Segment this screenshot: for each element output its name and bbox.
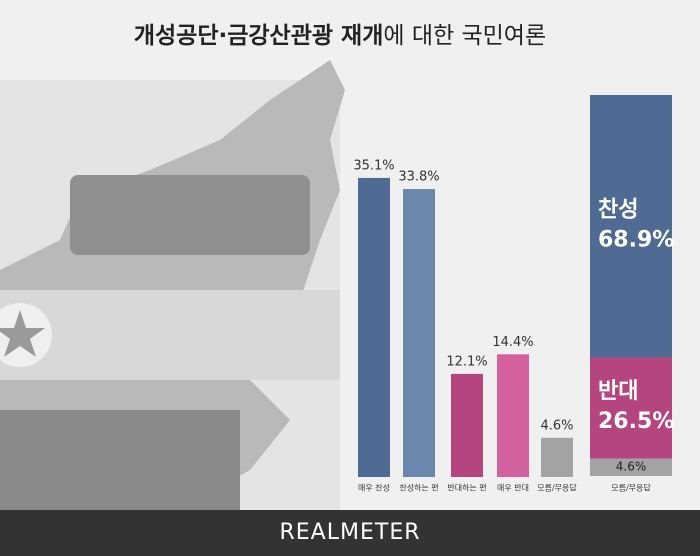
bar [497,354,529,477]
value-label: 12.1% [446,354,487,369]
title-rest: 에 대한 국민여론 [383,23,546,49]
category-label: 모름/무응답 [537,483,577,493]
segment-value: 4.6% [616,460,647,474]
flag-star [0,310,45,357]
segment-name: 반대 [598,379,638,404]
value-label: 33.8% [398,170,439,185]
category-label: 찬성하는 편 [399,483,438,493]
stacked-segment [590,95,672,358]
bar [541,437,573,477]
value-label: 14.4% [492,335,533,350]
map-shape [0,60,345,510]
stacked-segment [590,357,672,459]
factory-photo [0,410,240,510]
bar [403,189,435,478]
flag-stripe [0,290,340,380]
category-label: 반대하는 편 [447,483,486,493]
bar [358,177,390,477]
category-label: 매우 반대 [497,484,529,493]
category-label: 모름/무응답 [611,483,651,493]
segment-name: 찬성 [598,197,638,222]
title: 개성공단·금강산관광 재개에 대한 국민여론 [134,23,546,49]
value-label: 4.6% [540,418,573,433]
footer-logo: REALMETER [280,520,421,545]
segment-value: 68.9% [598,227,674,252]
category-label: 매우 찬성 [358,483,390,493]
bar [451,373,483,477]
footer-band [0,510,700,556]
segment-value: 26.5% [598,409,674,434]
title-bold: 개성공단·금강산관광 재개 [134,23,384,49]
stacked-segment [590,458,672,476]
value-label: 35.1% [353,158,394,173]
bus-photo [70,175,310,255]
